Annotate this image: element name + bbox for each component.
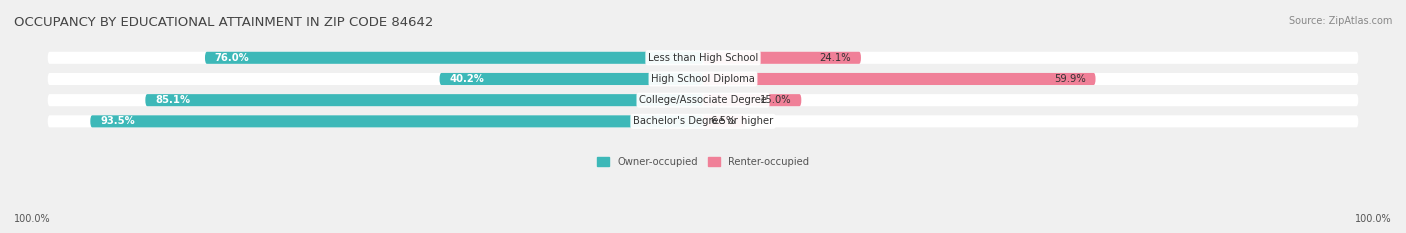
FancyBboxPatch shape [703, 94, 801, 106]
FancyBboxPatch shape [48, 115, 703, 127]
Text: High School Diploma: High School Diploma [651, 74, 755, 84]
Text: OCCUPANCY BY EDUCATIONAL ATTAINMENT IN ZIP CODE 84642: OCCUPANCY BY EDUCATIONAL ATTAINMENT IN Z… [14, 16, 433, 29]
FancyBboxPatch shape [440, 73, 703, 85]
Text: Source: ZipAtlas.com: Source: ZipAtlas.com [1288, 16, 1392, 26]
FancyBboxPatch shape [703, 115, 745, 127]
Text: 100.0%: 100.0% [14, 214, 51, 224]
FancyBboxPatch shape [703, 73, 1095, 85]
FancyBboxPatch shape [90, 115, 703, 127]
FancyBboxPatch shape [703, 115, 1358, 127]
Text: 24.1%: 24.1% [820, 53, 851, 63]
FancyBboxPatch shape [703, 52, 1358, 64]
Text: College/Associate Degree: College/Associate Degree [638, 95, 768, 105]
Text: 85.1%: 85.1% [155, 95, 190, 105]
FancyBboxPatch shape [48, 52, 703, 64]
Text: 100.0%: 100.0% [1355, 214, 1392, 224]
Text: 15.0%: 15.0% [759, 95, 792, 105]
FancyBboxPatch shape [703, 52, 860, 64]
FancyBboxPatch shape [205, 52, 703, 64]
Text: 93.5%: 93.5% [100, 116, 135, 126]
Text: Less than High School: Less than High School [648, 53, 758, 63]
Text: 40.2%: 40.2% [450, 74, 484, 84]
FancyBboxPatch shape [145, 94, 703, 106]
FancyBboxPatch shape [48, 94, 703, 106]
FancyBboxPatch shape [703, 94, 1358, 106]
FancyBboxPatch shape [48, 73, 703, 85]
Text: 76.0%: 76.0% [215, 53, 250, 63]
Text: 59.9%: 59.9% [1054, 74, 1085, 84]
Legend: Owner-occupied, Renter-occupied: Owner-occupied, Renter-occupied [598, 157, 808, 167]
Text: 6.5%: 6.5% [710, 116, 735, 126]
FancyBboxPatch shape [703, 73, 1358, 85]
Text: Bachelor's Degree or higher: Bachelor's Degree or higher [633, 116, 773, 126]
